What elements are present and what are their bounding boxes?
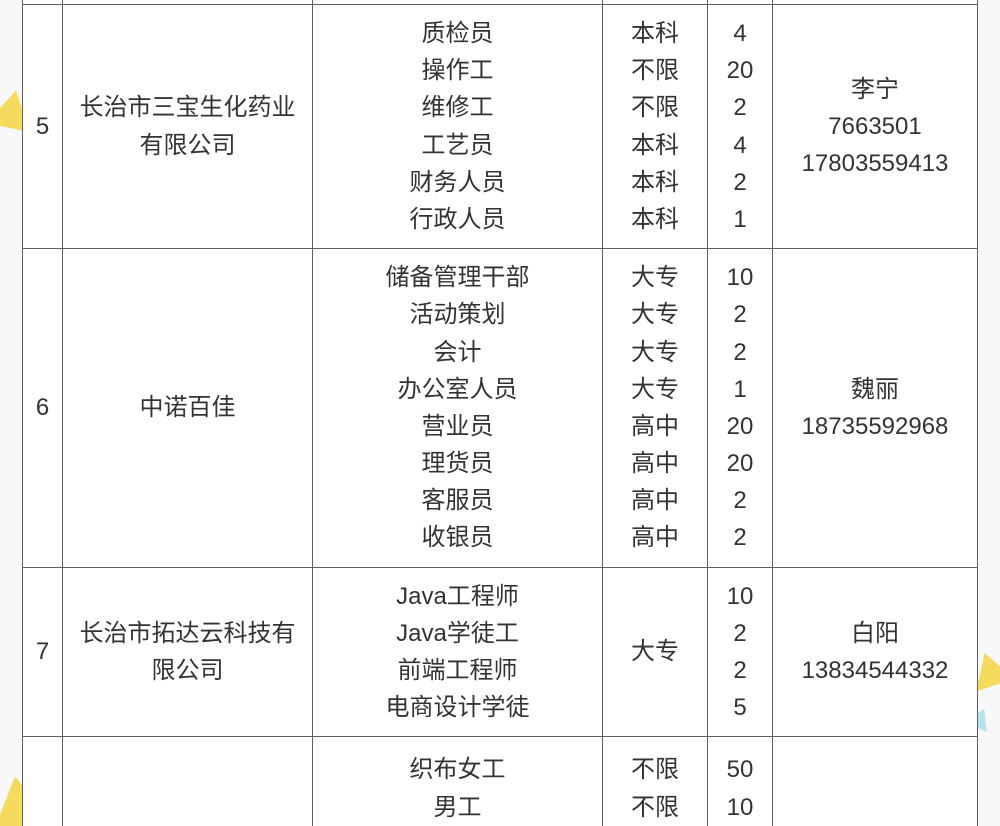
education-cell-line: 高中 <box>631 408 679 445</box>
count-cell: 10225 <box>708 567 773 737</box>
education-cell-line: 不限 <box>631 89 679 126</box>
count-cell-line: 50 <box>727 751 754 788</box>
position-cell-line: 行政人员 <box>410 201 506 238</box>
count-cell-line: 20 <box>727 52 754 89</box>
count-cell-line: 2 <box>733 615 746 652</box>
count-cell-line: 4 <box>733 15 746 52</box>
count-cell-line: 20 <box>727 445 754 482</box>
position-cell-line: 会计 <box>434 334 482 371</box>
row-index: 6 <box>23 249 63 568</box>
table-sheet: 5长治市三宝生化药业有限公司质检员操作工维修工工艺员财务人员行政人员本科不限不限… <box>22 0 978 826</box>
education-cell-line: 高中 <box>631 482 679 519</box>
row-index <box>23 737 63 826</box>
position-cell: 质检员操作工维修工工艺员财务人员行政人员 <box>313 5 603 249</box>
position-cell-line: 操作工 <box>422 52 494 89</box>
count-cell-line: 2 <box>733 482 746 519</box>
count-cell-line: 2 <box>733 519 746 556</box>
position-cell-line: 活动策划 <box>410 296 506 333</box>
position-cell: 储备管理干部活动策划会计办公室人员营业员理货员客服员收银员 <box>313 249 603 568</box>
contact-cell: 白阳13834544332 <box>773 567 978 737</box>
count-cell-line: 1 <box>733 201 746 238</box>
position-cell: Java工程师Java学徒工前端工程师电商设计学徒 <box>313 567 603 737</box>
table-row: 7长治市拓达云科技有限公司Java工程师Java学徒工前端工程师电商设计学徒大专… <box>23 567 978 737</box>
education-cell: 大专大专大专大专高中高中高中高中 <box>603 249 708 568</box>
position-cell-line: 收银员 <box>422 519 494 556</box>
education-cell-line: 本科 <box>631 127 679 164</box>
contact-cell: 魏丽18735592968 <box>773 249 978 568</box>
count-cell-line: 2 <box>733 164 746 201</box>
education-cell-line: 大专 <box>631 296 679 333</box>
education-cell-line: 大专 <box>631 259 679 296</box>
table-row: 5长治市三宝生化药业有限公司质检员操作工维修工工艺员财务人员行政人员本科不限不限… <box>23 5 978 249</box>
position-cell-line: Java学徒工 <box>396 615 519 652</box>
position-cell-line: 理货员 <box>422 445 494 482</box>
education-cell-line: 不限 <box>631 52 679 89</box>
count-cell: 10221202022 <box>708 249 773 568</box>
company-name: 长治市拓达云科技有限公司 <box>63 567 313 737</box>
position-cell-line: 办公室人员 <box>398 371 518 408</box>
count-cell-line: 2 <box>733 89 746 126</box>
table-row: 织布女工男工不限不限5010 <box>23 737 978 826</box>
count-cell-line: 10 <box>727 789 754 826</box>
company-name <box>63 737 313 826</box>
count-cell-line: 10 <box>727 578 754 615</box>
education-cell-line: 本科 <box>631 164 679 201</box>
education-cell-line: 大专 <box>631 633 679 670</box>
count-cell: 5010 <box>708 737 773 826</box>
count-cell-line: 4 <box>733 127 746 164</box>
contact-cell-line: 18735592968 <box>802 408 949 445</box>
education-cell: 不限不限 <box>603 737 708 826</box>
education-cell-line: 本科 <box>631 15 679 52</box>
education-cell-line: 不限 <box>631 751 679 788</box>
row-index: 7 <box>23 567 63 737</box>
count-cell-line: 2 <box>733 652 746 689</box>
position-cell-line: 质检员 <box>422 15 494 52</box>
count-cell-line: 10 <box>727 259 754 296</box>
education-cell: 大专 <box>603 567 708 737</box>
contact-cell-line: 李宁 <box>851 71 899 108</box>
count-cell: 4202421 <box>708 5 773 249</box>
position-cell-line: 财务人员 <box>410 164 506 201</box>
contact-cell-line: 13834544332 <box>802 652 949 689</box>
contact-cell <box>773 737 978 826</box>
education-cell-line: 大专 <box>631 334 679 371</box>
company-name: 中诺百佳 <box>63 249 313 568</box>
education-cell-line: 本科 <box>631 201 679 238</box>
count-cell-line: 2 <box>733 296 746 333</box>
count-cell-line: 2 <box>733 334 746 371</box>
position-cell-line: 维修工 <box>422 89 494 126</box>
position-cell-line: 客服员 <box>422 482 494 519</box>
contact-cell: 李宁766350117803559413 <box>773 5 978 249</box>
education-cell: 本科不限不限本科本科本科 <box>603 5 708 249</box>
row-index: 5 <box>23 5 63 249</box>
position-cell-line: 前端工程师 <box>398 652 518 689</box>
count-cell-line: 5 <box>733 689 746 726</box>
recruitment-table: 5长治市三宝生化药业有限公司质检员操作工维修工工艺员财务人员行政人员本科不限不限… <box>22 0 978 826</box>
education-cell-line: 高中 <box>631 519 679 556</box>
contact-cell-line: 17803559413 <box>802 145 949 182</box>
position-cell-line: 储备管理干部 <box>386 259 530 296</box>
position-cell: 织布女工男工 <box>313 737 603 826</box>
count-cell-line: 1 <box>733 371 746 408</box>
position-cell-line: Java工程师 <box>396 578 519 615</box>
education-cell-line: 大专 <box>631 371 679 408</box>
position-cell-line: 营业员 <box>422 408 494 445</box>
contact-cell-line: 白阳 <box>851 615 899 652</box>
contact-cell-line: 魏丽 <box>851 371 899 408</box>
position-cell-line: 电商设计学徒 <box>386 689 530 726</box>
education-cell-line: 不限 <box>631 789 679 826</box>
count-cell-line: 20 <box>727 408 754 445</box>
position-cell-line: 男工 <box>434 789 482 826</box>
company-name: 长治市三宝生化药业有限公司 <box>63 5 313 249</box>
contact-cell-line: 7663501 <box>828 108 921 145</box>
education-cell-line: 高中 <box>631 445 679 482</box>
table-row: 6中诺百佳储备管理干部活动策划会计办公室人员营业员理货员客服员收银员大专大专大专… <box>23 249 978 568</box>
position-cell-line: 织布女工 <box>410 751 506 788</box>
position-cell-line: 工艺员 <box>422 127 494 164</box>
